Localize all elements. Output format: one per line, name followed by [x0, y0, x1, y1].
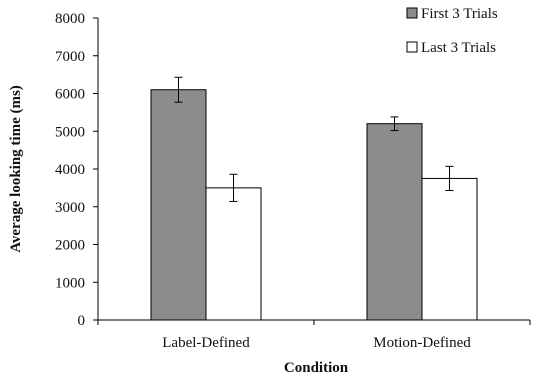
y-tick-label: 8000 [55, 11, 85, 27]
y-tick-label: 4000 [55, 162, 85, 178]
x-axis-title: Condition [284, 360, 349, 376]
bars-layer [150, 76, 478, 321]
legend-label-first-3-trials: First 3 Trials [421, 6, 498, 22]
x-ticks: Label-Defined Motion-Defined [97, 320, 531, 351]
y-tick-label: 5000 [55, 124, 85, 140]
y-axis-title: Average looking time (ms) [8, 85, 24, 253]
bar [205, 187, 262, 321]
bar [150, 89, 207, 321]
x-tick-label: Motion-Defined [373, 335, 471, 351]
legend-label-last-3-trials: Last 3 Trials [421, 40, 496, 56]
x-tick-label: Label-Defined [162, 335, 250, 351]
legend-swatch-first-3-trials [406, 7, 418, 19]
legend: First 3 Trials Last 3 Trials [406, 6, 498, 56]
y-ticks: 0 1000 2000 3000 4000 5000 6000 7000 8000 [55, 11, 98, 329]
y-tick-label: 3000 [55, 200, 85, 216]
y-tick-label: 7000 [55, 49, 85, 65]
y-tick-label: 2000 [55, 238, 85, 254]
y-tick-label: 6000 [55, 87, 85, 103]
legend-swatch-last-3-trials [406, 41, 418, 53]
bar [421, 177, 478, 321]
bar [366, 123, 423, 321]
y-tick-label: 1000 [55, 275, 85, 291]
y-tick-label: 0 [78, 313, 86, 329]
